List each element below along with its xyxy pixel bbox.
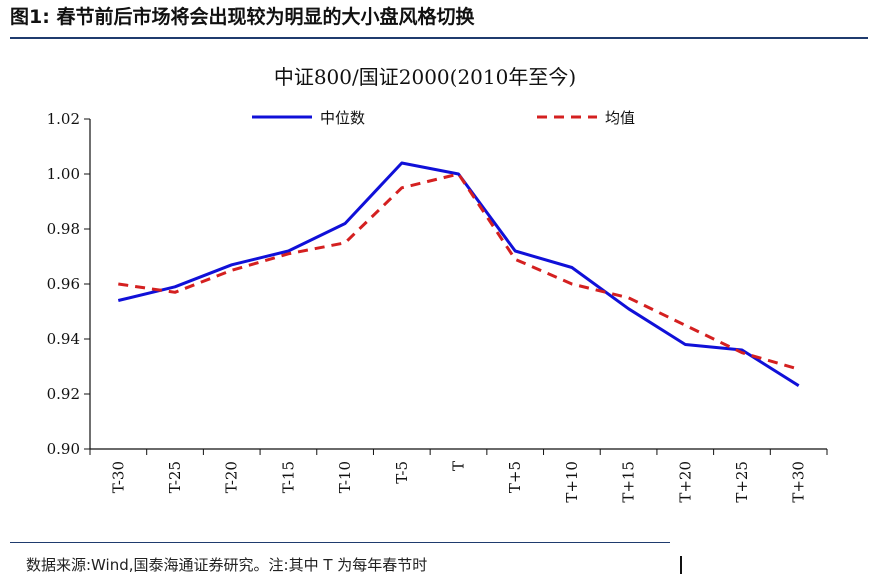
legend-label-median: 中位数	[320, 109, 365, 127]
y-axis-ticks: 0.90 0.92 0.94 0.96 0.98 1.00 1.02	[47, 110, 90, 458]
y-tick-label: 0.96	[47, 275, 80, 293]
y-tick-label: 0.98	[47, 220, 80, 238]
x-tick-label: T-25	[166, 461, 184, 493]
x-tick-label: T-20	[223, 461, 241, 493]
text-cursor	[680, 556, 682, 574]
chart-title: 中证800/国证2000(2010年至今)	[274, 65, 576, 89]
y-tick-label: 0.90	[47, 440, 80, 458]
x-tick-label: T-15	[279, 461, 297, 493]
y-tick-label: 1.00	[47, 165, 80, 183]
x-tick-label: T+10	[563, 461, 581, 503]
x-tick-label: T+30	[790, 461, 808, 503]
top-divider	[10, 37, 868, 39]
series-line-mean	[118, 172, 800, 371]
x-tick-label: T+20	[676, 461, 694, 503]
figure-title: 图1: 春节前后市场将会出现较为明显的大小盘风格切换	[10, 2, 474, 29]
x-tick-label: T+25	[733, 461, 751, 503]
series-layer	[117, 161, 800, 387]
figure-label: 图1:	[10, 6, 50, 28]
x-tick-label: T-10	[336, 461, 354, 493]
y-tick-label: 0.94	[47, 330, 80, 348]
x-axis-ticks: T-30 T-25 T-20 T-15 T-10 T-5 T T+5 T+10 T+15 T+20 T…	[89, 449, 828, 503]
legend-label-mean: 均值	[605, 109, 635, 127]
figure-caption: 春节前后市场将会出现较为明显的大小盘风格切换	[56, 6, 475, 28]
y-tick-label: 0.92	[47, 385, 80, 403]
x-tick-label: T+15	[620, 461, 638, 503]
x-tick-label: T	[450, 461, 468, 471]
x-tick-label: T+5	[506, 461, 524, 493]
source-note: 数据来源:Wind,国泰海通证券研究。注:其中 T 为每年春节时	[26, 556, 428, 574]
chart-legend: 中位数 均值	[252, 109, 635, 127]
bottom-divider	[10, 542, 670, 543]
x-tick-label: T-30	[109, 461, 127, 493]
y-tick-label: 1.02	[47, 110, 80, 128]
x-tick-label: T-5	[393, 461, 411, 484]
